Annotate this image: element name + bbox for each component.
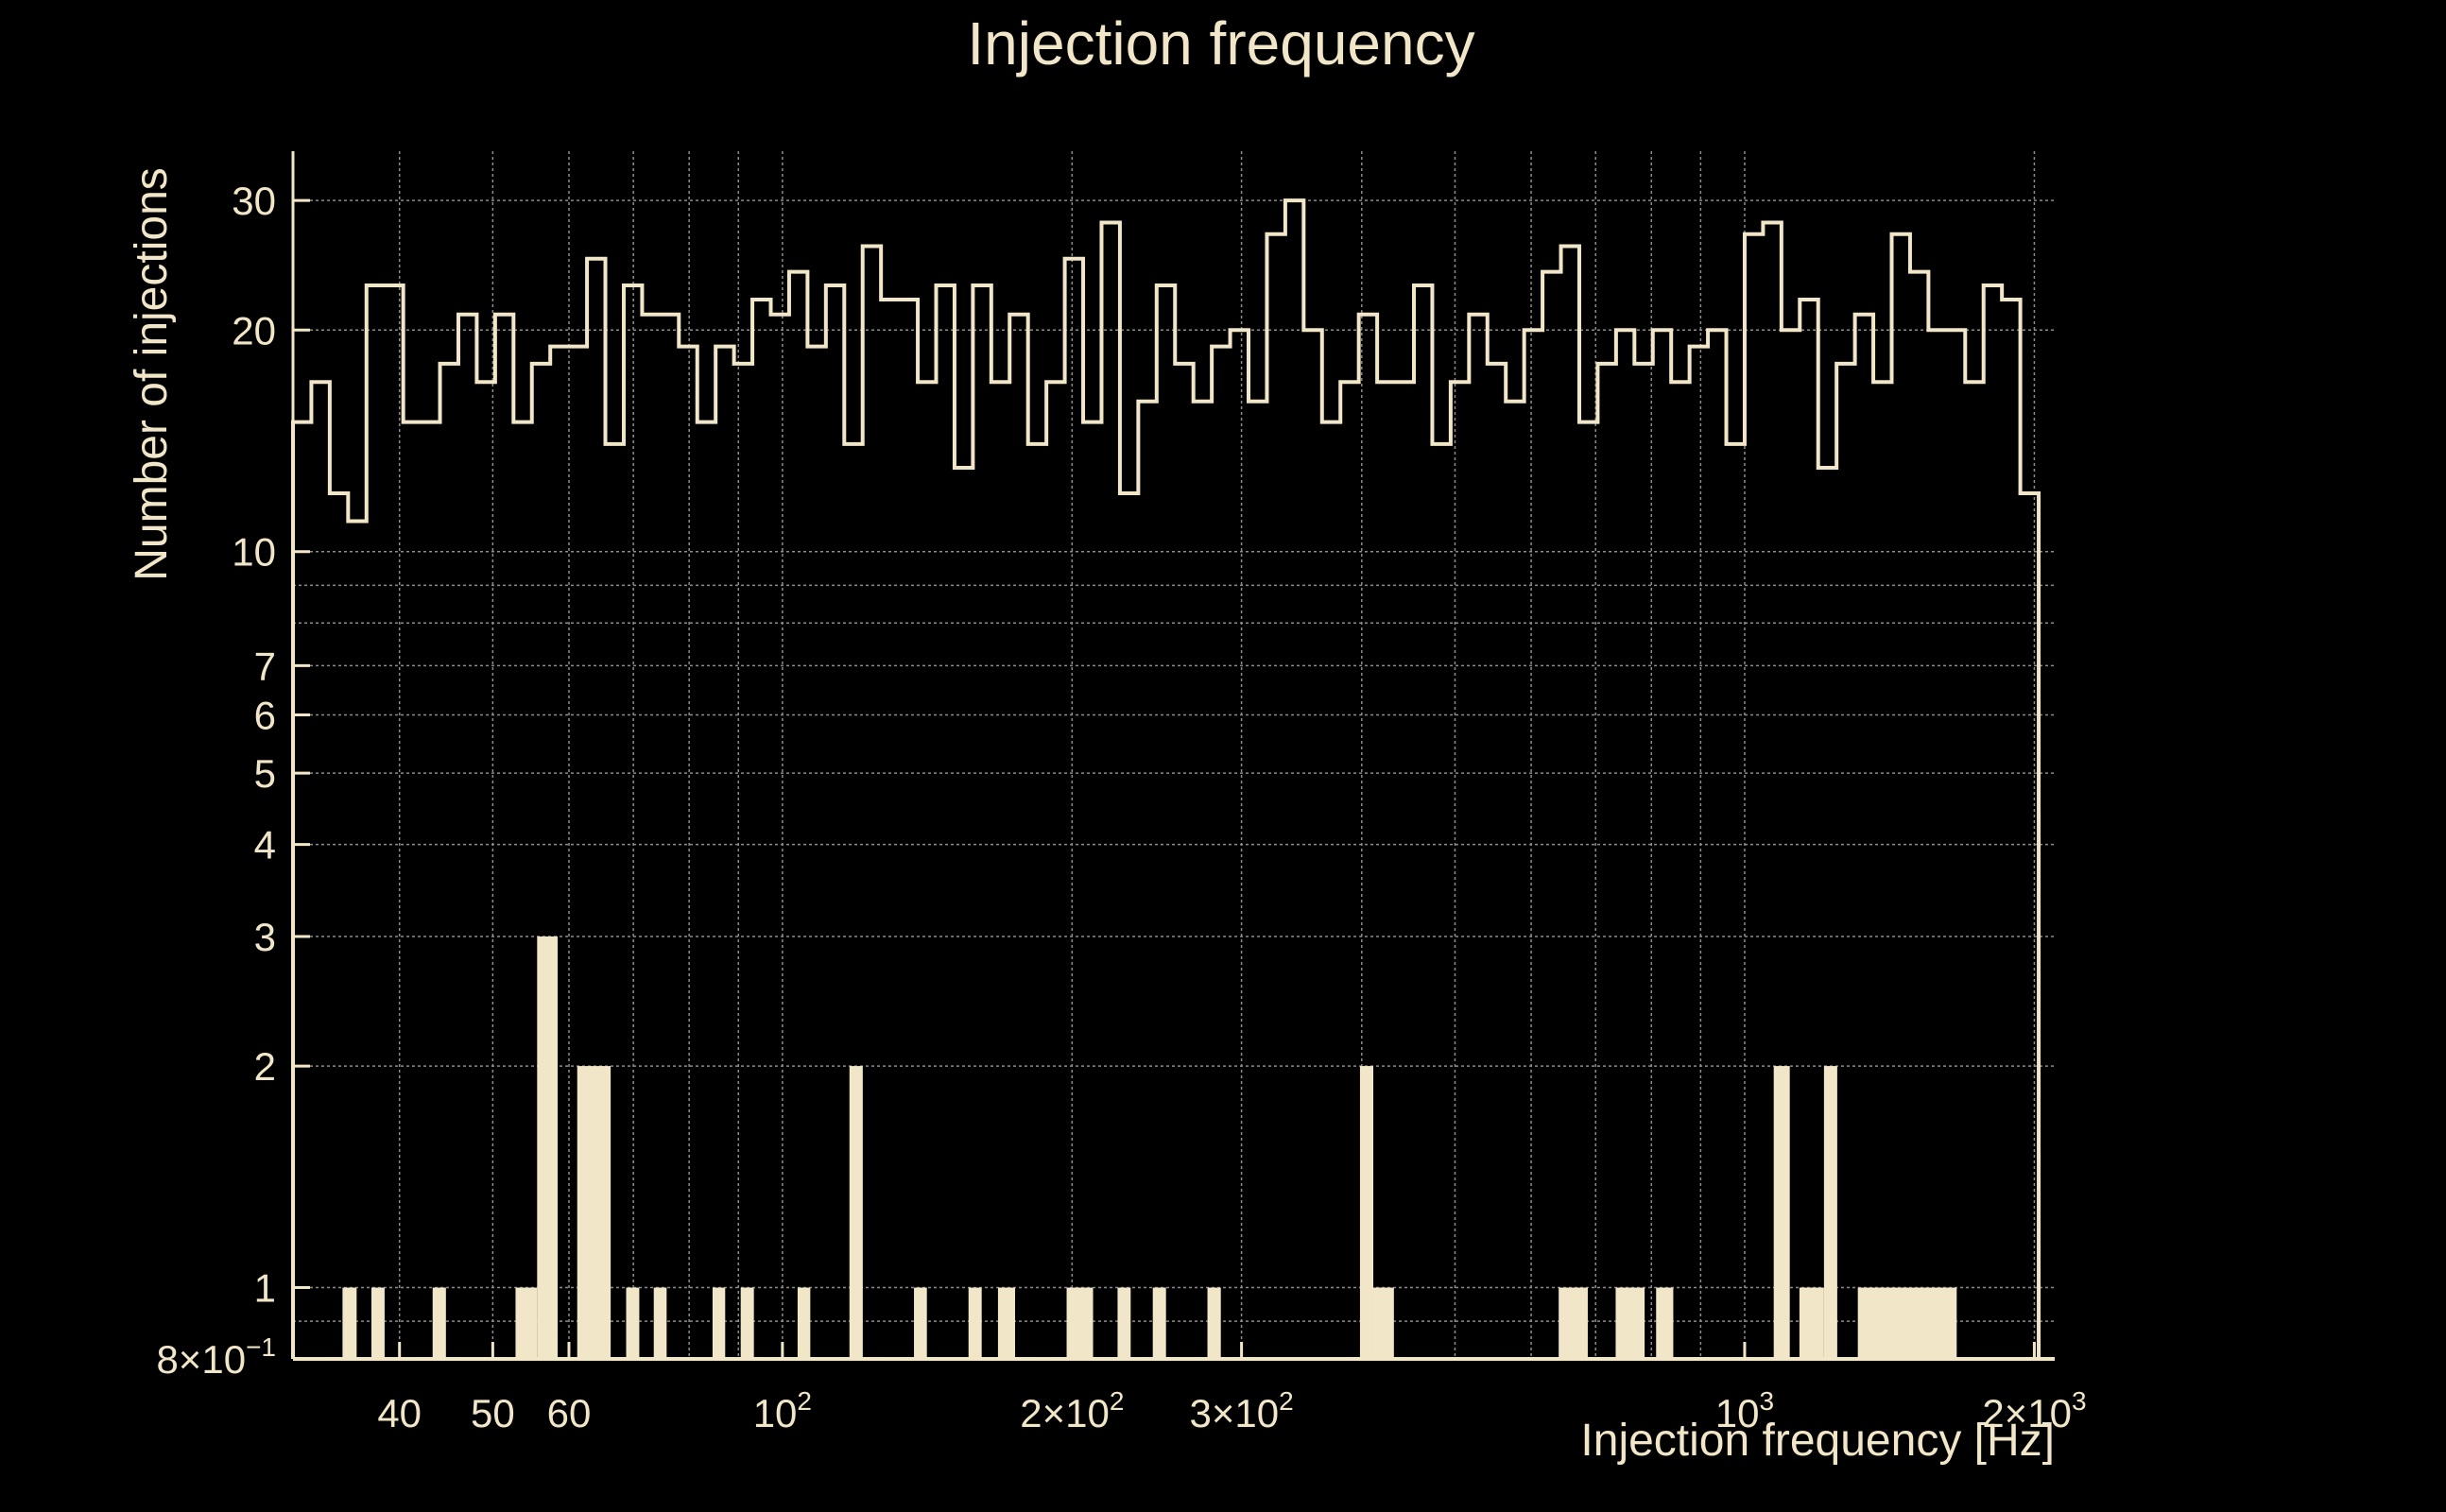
histogram-bar (1773, 1066, 1790, 1359)
x-tick-label: 3×102 (1190, 1386, 1294, 1435)
y-tick-label: 2 (254, 1044, 276, 1089)
y-tick-label: 5 (254, 751, 276, 796)
x-tick-label: 2×103 (1982, 1386, 2086, 1435)
histogram-bar (914, 1287, 927, 1359)
histogram-bar (626, 1287, 640, 1359)
histogram-bar (432, 1287, 446, 1359)
histogram-bar (797, 1287, 811, 1359)
histogram-bar (1656, 1287, 1674, 1359)
y-tick-label: 4 (254, 823, 276, 868)
histogram-bar (342, 1287, 357, 1359)
step-histogram (291, 198, 2041, 1359)
histogram-bar (712, 1287, 726, 1359)
histogram-bar (1207, 1287, 1221, 1359)
histogram-bar (1152, 1287, 1166, 1359)
histogram-bar (849, 1066, 863, 1359)
filled-histogram (342, 936, 1957, 1359)
y-tick-label: 3 (254, 915, 276, 959)
x-tick-label: 2×102 (1020, 1386, 1124, 1435)
histogram-bar (537, 936, 559, 1359)
grid-lines (293, 151, 2055, 1359)
histogram-bar (370, 1287, 385, 1359)
y-tick-label: 7 (254, 644, 276, 688)
step-histogram-line (291, 198, 2041, 1359)
histogram-bar (1799, 1287, 1824, 1359)
x-axis-tick-labels: 40 50 60 102 2×102 3×102 103 2×103 (377, 1386, 2086, 1435)
histogram-bar (1373, 1287, 1394, 1359)
x-tick-label: 40 (377, 1391, 422, 1435)
histogram-bar (577, 1066, 612, 1359)
histogram-bar (997, 1287, 1016, 1359)
x-tick-label: 50 (471, 1391, 515, 1435)
histogram-bar (740, 1287, 754, 1359)
histogram-bar (1359, 1066, 1374, 1359)
histogram-bar (653, 1287, 667, 1359)
histogram-bar (1823, 1066, 1837, 1359)
y-tick-label: 6 (254, 693, 276, 737)
histogram-bar (1615, 1287, 1645, 1359)
histogram-bar (515, 1287, 538, 1359)
y-tick-label: 10 (232, 530, 276, 575)
histogram-bar (1066, 1287, 1094, 1359)
y-tick-label: 20 (232, 308, 276, 352)
x-tick-label: 60 (547, 1391, 592, 1435)
y-axis-label: Number of injections (127, 167, 177, 581)
chart-title: Injection frequency (967, 9, 1474, 77)
x-axis-label: Injection frequency [Hz] (1580, 1416, 2055, 1466)
histogram-bar (1117, 1287, 1131, 1359)
y-tick-label: 30 (232, 179, 276, 223)
histogram-bar (968, 1287, 982, 1359)
y-tick-label: 1 (254, 1266, 276, 1311)
histogram-bar (1857, 1287, 1957, 1359)
histogram-bar (1559, 1287, 1588, 1359)
